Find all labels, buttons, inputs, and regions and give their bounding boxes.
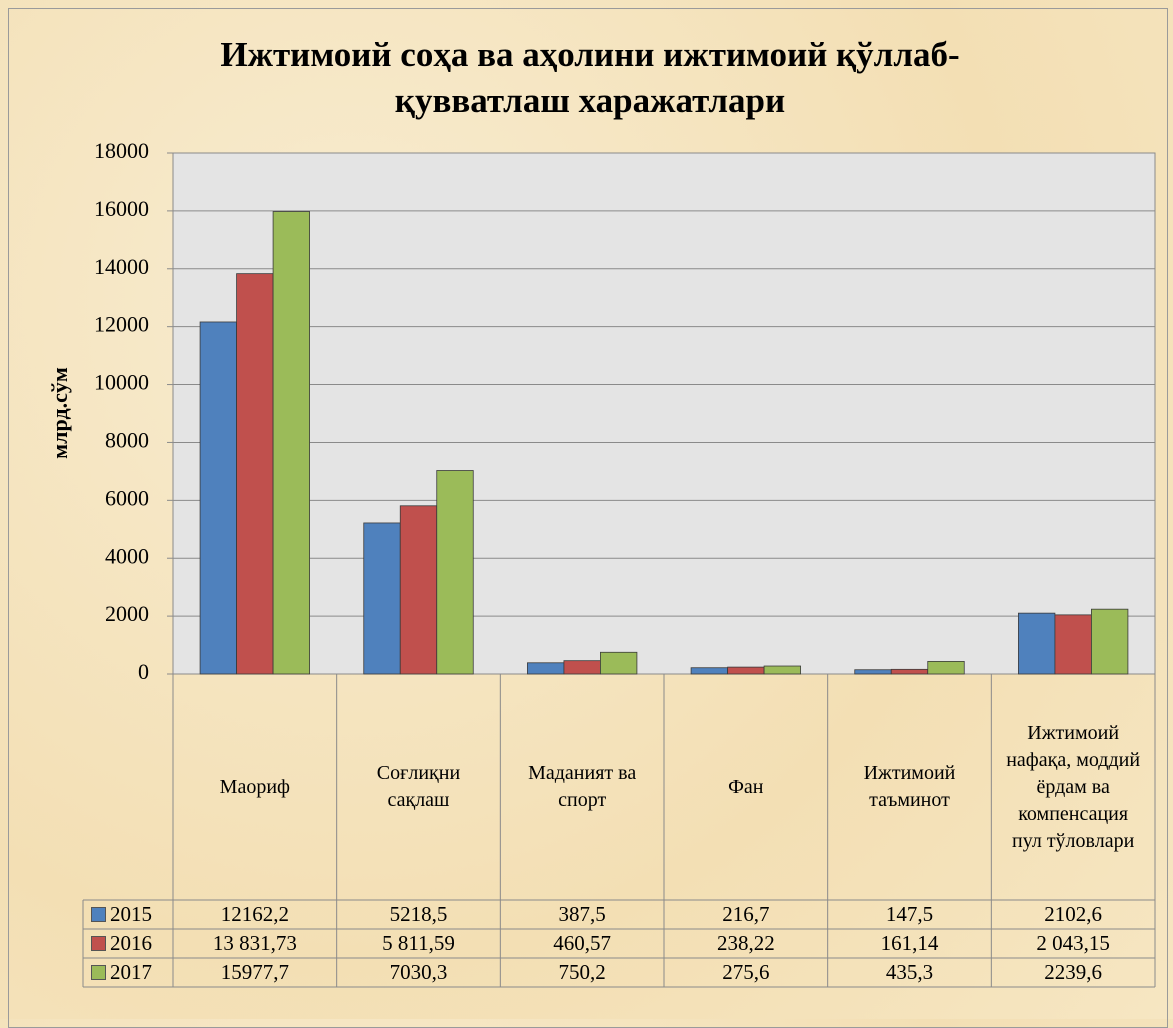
bar bbox=[1054, 614, 1092, 675]
y-tick-label: 6000 bbox=[105, 485, 149, 510]
bar bbox=[1018, 612, 1056, 675]
legend-entry: 2015 bbox=[83, 900, 173, 929]
bar bbox=[927, 661, 965, 675]
y-tick-label: 16000 bbox=[94, 196, 149, 221]
y-tick-label: 18000 bbox=[94, 138, 149, 163]
bar bbox=[272, 211, 310, 675]
bar bbox=[527, 662, 565, 675]
bar bbox=[436, 470, 474, 675]
table-value: 750,2 bbox=[558, 960, 606, 984]
bar bbox=[199, 321, 237, 675]
table-value: 435,3 bbox=[885, 960, 934, 984]
bar bbox=[399, 505, 438, 675]
table-value: 161,14 bbox=[880, 931, 939, 955]
bar bbox=[763, 665, 801, 675]
table-value: 460,57 bbox=[553, 931, 612, 955]
legend-swatch bbox=[91, 907, 106, 922]
bar bbox=[600, 651, 638, 675]
table-value: 2239,6 bbox=[1044, 960, 1103, 984]
legend-label: 2017 bbox=[110, 960, 152, 984]
table-value: 12162,2 bbox=[220, 902, 289, 926]
category-label: Ижтимоий таъминот bbox=[863, 762, 956, 811]
table-value: 5218,5 bbox=[389, 902, 448, 926]
table-value: 5 811,59 bbox=[382, 931, 455, 955]
bar bbox=[727, 666, 765, 675]
bar bbox=[1091, 608, 1129, 675]
table-value: 238,22 bbox=[716, 931, 775, 955]
legend-entry: 2017 bbox=[83, 958, 173, 987]
y-tick-label: 8000 bbox=[105, 427, 149, 452]
bar bbox=[363, 522, 401, 675]
category-label: Ижтимоий нафақа, моддий ёрдам ва компенс… bbox=[1006, 721, 1141, 852]
legend-label: 2016 bbox=[110, 931, 152, 955]
category-label: Маданият ва спорт bbox=[528, 762, 637, 811]
plot-area bbox=[172, 152, 1156, 675]
y-tick-label: 12000 bbox=[94, 312, 149, 337]
y-axis-label: млрд.сўм bbox=[47, 367, 72, 459]
chart-title: Ижтимоий соҳа ва аҳолини ижтимоий қўллаб… bbox=[220, 35, 960, 120]
bar bbox=[236, 273, 274, 675]
y-tick-label: 2000 bbox=[105, 601, 149, 626]
bar bbox=[563, 660, 601, 675]
legend-swatch bbox=[91, 965, 106, 980]
y-tick-label: 10000 bbox=[94, 370, 149, 395]
category-label: Маориф bbox=[219, 775, 290, 798]
table-value: 13 831,73 bbox=[212, 931, 297, 955]
table-value: 2 043,15 bbox=[1036, 931, 1110, 955]
table-value: 216,7 bbox=[722, 902, 770, 926]
table-value: 387,5 bbox=[558, 902, 606, 926]
table-value: 7030,3 bbox=[389, 960, 448, 984]
y-tick-label: 14000 bbox=[94, 254, 149, 279]
table-value: 2102,6 bbox=[1044, 902, 1103, 926]
table-value: 275,6 bbox=[722, 960, 770, 984]
y-tick-label: 4000 bbox=[105, 543, 149, 568]
legend-entry: 2016 bbox=[83, 929, 173, 958]
category-label: Фан bbox=[728, 775, 764, 798]
y-tick-label: 0 bbox=[138, 659, 149, 684]
category-label: Соғлиқни сақлаш bbox=[376, 762, 461, 811]
legend-label: 2015 bbox=[110, 902, 152, 926]
table-value: 15977,7 bbox=[220, 960, 289, 984]
legend-swatch bbox=[91, 936, 106, 951]
table-value: 147,5 bbox=[885, 902, 934, 926]
